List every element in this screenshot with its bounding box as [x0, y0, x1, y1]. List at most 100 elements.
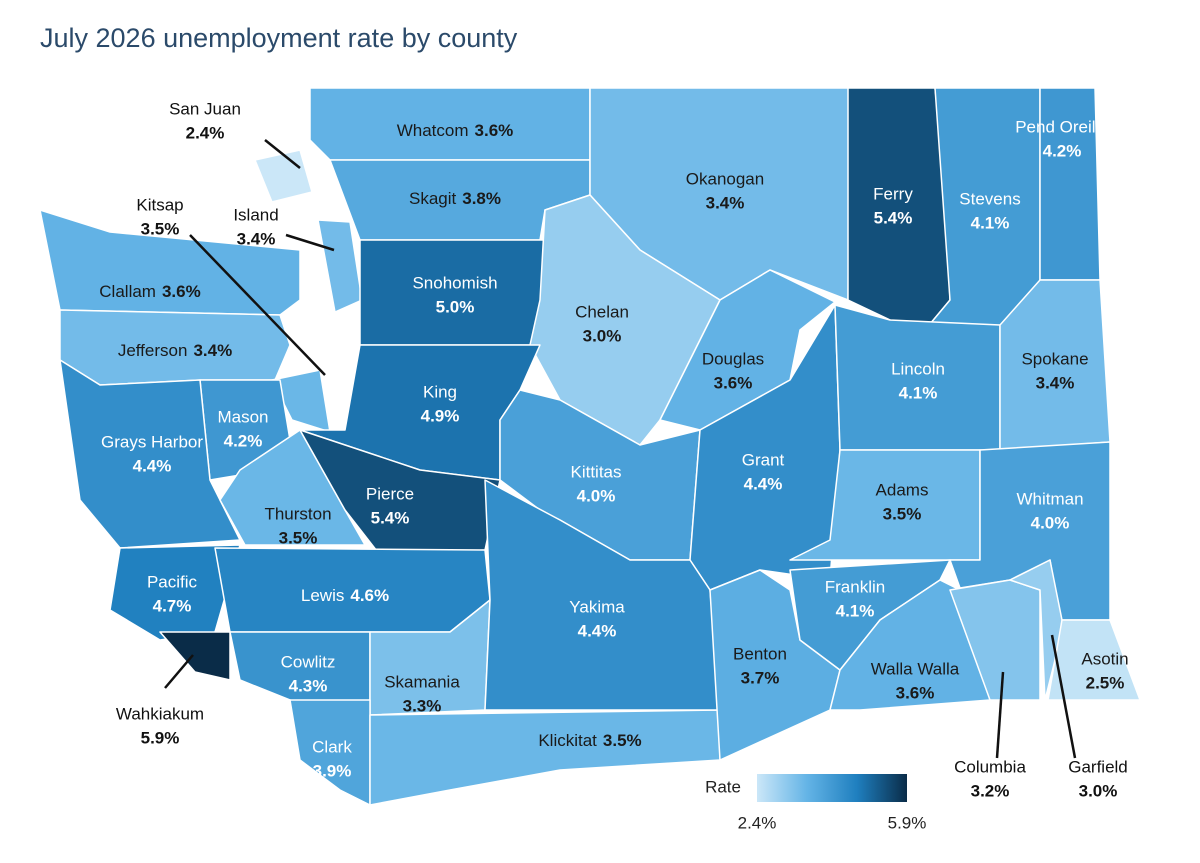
county-rate: 2.5%	[1086, 673, 1125, 692]
county-name: Whatcom	[397, 121, 469, 140]
county-name: Clallam	[99, 282, 156, 301]
county	[999, 279, 1111, 451]
county-rate: 3.6%	[896, 683, 935, 702]
county-rate: 4.6%	[350, 586, 389, 605]
county-rate: 3.6%	[714, 373, 753, 392]
county-name: Pierce	[366, 484, 414, 503]
county-rate: 5.4%	[874, 208, 913, 227]
county-rate: 3.0%	[1079, 781, 1118, 800]
county-rate: 3.5%	[279, 528, 318, 547]
county-rate: 4.2%	[224, 431, 263, 450]
county-name: Douglas	[702, 349, 764, 368]
county-rate: 5.4%	[371, 508, 410, 527]
labels: Whatcom 3.6% San Juan 2.4% Skagit 3.8% Okanoga…	[99, 99, 1128, 800]
county	[949, 579, 1041, 701]
county-rate: 4.3%	[289, 676, 328, 695]
legend-min: 2.4%	[738, 813, 777, 832]
county-rate: 3.0%	[583, 326, 622, 345]
county-rate: 4.1%	[971, 213, 1010, 232]
county-name: Clark	[312, 737, 352, 756]
county-name: Garfield	[1068, 757, 1128, 776]
county-label: Skagit 3.8%	[409, 189, 501, 208]
county-rate: 3.4%	[193, 341, 232, 360]
county-name: Island	[233, 205, 278, 224]
county-name: Chelan	[575, 302, 629, 321]
county-label: Whatcom 3.6%	[397, 121, 514, 140]
county-name: Benton	[733, 644, 787, 663]
county-name: Stevens	[959, 189, 1020, 208]
county	[159, 631, 231, 681]
county-name: Snohomish	[412, 273, 497, 292]
county-rate: 4.1%	[836, 601, 875, 620]
leader-line	[1050, 634, 1077, 759]
county-name: Yakima	[569, 597, 625, 616]
county-label: Clallam 3.6%	[99, 282, 200, 301]
county-rate: 2.4%	[186, 123, 225, 142]
map-title: July 2026 unemployment rate by county	[40, 23, 518, 53]
county-label: Lewis 4.6%	[301, 586, 389, 605]
county-name: Thurston	[264, 504, 331, 523]
county-label: Jefferson 3.4%	[118, 341, 232, 360]
county-name: Walla Walla	[871, 659, 960, 678]
county	[369, 709, 721, 806]
legend-ramp	[757, 774, 907, 802]
county-name: Spokane	[1021, 349, 1088, 368]
county-name: Mason	[217, 407, 268, 426]
county-rate: 4.0%	[1031, 513, 1070, 532]
county-name: Okanogan	[686, 169, 764, 188]
leader-line	[285, 233, 335, 252]
county-rate: 3.3%	[403, 696, 442, 715]
county-rate: 5.0%	[436, 297, 475, 316]
county-name: Asotin	[1081, 649, 1128, 668]
county-name: Klickitat	[538, 731, 597, 750]
county-name: Wahkiakum	[116, 704, 204, 723]
county-rate: 4.4%	[578, 621, 617, 640]
county	[789, 449, 981, 561]
county-rate: 4.9%	[421, 406, 460, 425]
leader-line	[164, 654, 194, 689]
county-rate: 3.5%	[141, 219, 180, 238]
county-rate: 3.7%	[741, 668, 780, 687]
county-rate: 3.4%	[706, 193, 745, 212]
leader-line	[189, 234, 326, 376]
county	[254, 149, 313, 203]
county-rate: 3.9%	[313, 761, 352, 780]
county-name: Skagit	[409, 189, 457, 208]
county-rate: 3.8%	[462, 189, 501, 208]
county-name: Kitsap	[136, 195, 183, 214]
county-rate: 3.6%	[475, 121, 514, 140]
county-rate: 4.2%	[1043, 141, 1082, 160]
county-name: Columbia	[954, 757, 1026, 776]
county-name: Grays Harbor	[101, 432, 203, 451]
county-rate: 4.1%	[899, 383, 938, 402]
county-name: Lewis	[301, 586, 344, 605]
county-rate: 3.4%	[1036, 373, 1075, 392]
county-name: Pacific	[147, 572, 198, 591]
county-rate: 4.4%	[744, 474, 783, 493]
county-name: Franklin	[825, 577, 885, 596]
county	[359, 239, 561, 346]
county	[317, 219, 363, 313]
county-rate: 4.7%	[153, 596, 192, 615]
legend-max: 5.9%	[888, 813, 927, 832]
county-name: King	[423, 382, 457, 401]
legend-title: Rate	[705, 777, 741, 796]
county-rate: 3.2%	[971, 781, 1010, 800]
county-name: Skamania	[384, 672, 460, 691]
county-name: Cowlitz	[281, 652, 336, 671]
county-rate: 3.6%	[162, 282, 201, 301]
county-rate: 3.5%	[883, 504, 922, 523]
county-rate: 3.4%	[237, 229, 276, 248]
county-name: Jefferson	[118, 341, 188, 360]
county-rate: 3.5%	[603, 731, 642, 750]
county-name: Ferry	[873, 184, 913, 203]
county-name: Kittitas	[570, 462, 621, 481]
county-label: Klickitat 3.5%	[538, 731, 641, 750]
leader-line	[264, 139, 301, 169]
county-rate: 5.9%	[141, 728, 180, 747]
county-name: Whitman	[1016, 489, 1083, 508]
county-name: Lincoln	[891, 359, 945, 378]
county-name: Grant	[742, 450, 785, 469]
